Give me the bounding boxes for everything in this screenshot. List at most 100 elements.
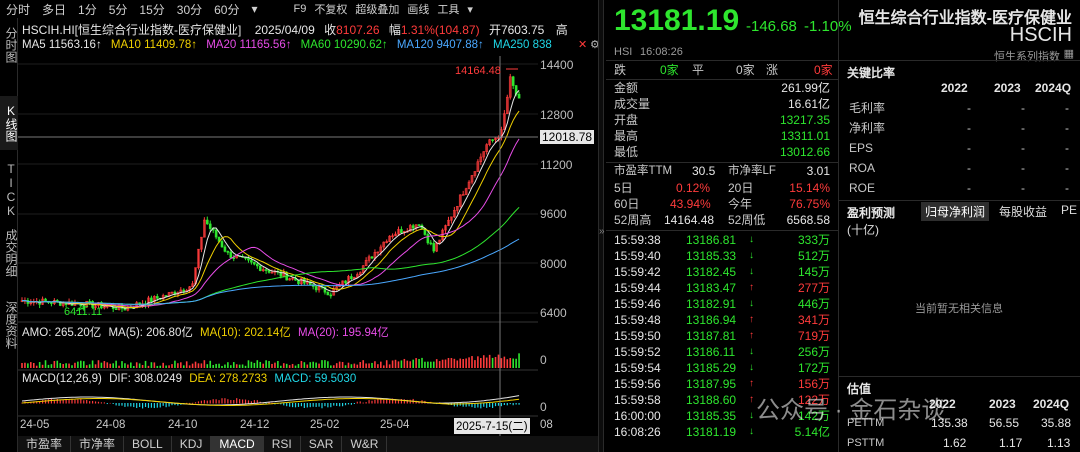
tab-eps[interactable]: 每股收益 <box>999 205 1048 219</box>
macd-axis-tick: 0 <box>540 400 547 414</box>
macd-bar <box>509 403 511 405</box>
macd-bar <box>462 403 464 407</box>
tab-forecast-pe[interactable]: PE <box>1061 203 1078 217</box>
volume-bar <box>215 363 217 368</box>
open-row: 开盘 13217.35 <box>606 112 838 128</box>
sidebar-item-kline[interactable]: K线图 <box>0 96 18 150</box>
candle-body <box>323 286 327 293</box>
tick-price: 13185.35 <box>686 409 737 423</box>
macd-dea: DEA: 278.2733 <box>189 373 268 385</box>
macd-bar <box>100 402 103 404</box>
collapse-arrow-icon[interactable]: » <box>599 226 605 237</box>
sidebar-item-trades[interactable]: 成交明细 <box>4 229 18 277</box>
tab-kdj[interactable]: KDJ <box>172 436 212 452</box>
tab-60min[interactable]: 60分 <box>214 2 240 17</box>
volume-bar <box>330 365 332 368</box>
tab-15min[interactable]: 15分 <box>139 2 165 17</box>
macd-bar <box>297 403 300 407</box>
volume-bar <box>497 354 500 368</box>
pe-value: 30.5 <box>692 164 716 178</box>
sidebar-item-depth[interactable]: 深度资料 <box>4 301 18 349</box>
volume-bar <box>318 363 320 368</box>
tools-dropdown-icon[interactable]: ▾ <box>467 3 473 16</box>
macd-bar <box>59 399 61 404</box>
tick-price: 13182.45 <box>686 265 737 279</box>
volume-bar <box>156 365 159 368</box>
tick-time: 16:08:26 <box>614 425 661 439</box>
amo-ma10: MA(10): 202.14亿 <box>200 327 291 339</box>
overlay-button[interactable]: 超级叠加 <box>355 4 400 16</box>
ma120-line <box>21 238 520 305</box>
tab-sar[interactable]: SAR <box>301 436 343 452</box>
tick-volume: 5.14亿 <box>794 425 830 439</box>
macd-bar <box>44 399 47 404</box>
tab-net-profit[interactable]: 归母净利润 <box>921 202 990 221</box>
macd-bar <box>312 403 314 407</box>
candle-body <box>297 279 300 284</box>
volume-bar <box>418 359 420 368</box>
tab-30min[interactable]: 30分 <box>176 2 203 17</box>
period-dropdown-icon[interactable]: ▾ <box>251 2 258 16</box>
tick-direction-icon: ↑ <box>749 282 754 293</box>
macd-bar <box>500 403 503 407</box>
tab-wr[interactable]: W&R <box>342 436 388 452</box>
candle-body <box>470 175 474 183</box>
tick-time: 16:00:00 <box>614 409 661 423</box>
sidebar-item-intraday[interactable]: 分时图 <box>4 27 18 63</box>
candle-body <box>476 161 480 172</box>
tick-price: 13181.19 <box>686 425 737 439</box>
volume-bar <box>450 358 453 368</box>
macd-bar <box>394 398 397 404</box>
volume-bar <box>424 361 426 368</box>
macd-bar <box>227 399 229 404</box>
tools-button[interactable]: 工具 <box>437 4 460 16</box>
macd-bar <box>115 403 117 406</box>
d20-value: 15.14% <box>789 181 830 195</box>
index-code: HSCIH <box>1009 24 1072 46</box>
tab-1min[interactable]: 1分 <box>78 2 97 17</box>
draw-line-button[interactable]: 画线 <box>407 4 430 16</box>
volume-bar <box>227 362 229 368</box>
adjust-select[interactable]: 不复权 <box>314 4 348 16</box>
sidebar-item-tick[interactable]: TICK <box>4 162 18 218</box>
volume-bar <box>41 364 44 368</box>
candle-body <box>114 308 118 310</box>
tab-intraday[interactable]: 分时 <box>6 2 31 17</box>
no-data-message: 当前暂无相关信息 <box>915 303 1003 315</box>
tick-price: 13186.94 <box>686 313 737 327</box>
divider <box>606 162 838 163</box>
ma5-value: MA5 11563.16↑ <box>22 39 102 51</box>
tick-price: 13182.91 <box>686 297 737 311</box>
price-tick: 8000 <box>540 257 567 271</box>
volume-bar <box>435 359 438 368</box>
macd-bar <box>130 403 132 407</box>
panel-splitter[interactable]: » <box>598 0 605 452</box>
macd-bar <box>506 403 508 406</box>
tab-5min[interactable]: 5分 <box>108 2 128 17</box>
tab-macd[interactable]: MACD <box>211 436 264 452</box>
volume-bar <box>380 361 382 368</box>
volume-bar <box>406 360 409 368</box>
kline-chart[interactable] <box>18 56 538 436</box>
f9-button[interactable]: F9 <box>293 3 307 15</box>
tab-rsi[interactable]: RSI <box>264 436 301 452</box>
macd-bar <box>71 398 73 404</box>
pe-label: 市盈率TTM <box>614 165 673 177</box>
w52l-value: 6568.58 <box>786 213 830 227</box>
close-x-icon[interactable]: ✕ <box>578 39 588 51</box>
tab-pe[interactable]: 市盈率 <box>18 436 72 452</box>
volume-bar <box>415 358 417 368</box>
volume-bar <box>171 364 173 368</box>
tab-boll[interactable]: BOLL <box>124 436 172 452</box>
series-info-icon[interactable]: ▦ <box>1063 48 1074 60</box>
ratio-value: - <box>1065 141 1069 155</box>
volume-bar <box>100 362 103 368</box>
settings-gear-icon[interactable]: ⚙ <box>590 39 600 51</box>
ratio-value: - <box>1021 101 1025 115</box>
tab-pb[interactable]: 市净率 <box>71 436 125 452</box>
candle-body <box>497 137 500 139</box>
tab-multiday[interactable]: 多日 <box>42 2 67 17</box>
tick-volume: 446万 <box>797 297 830 311</box>
macd-bar <box>80 398 82 404</box>
volume-bar <box>306 364 309 368</box>
